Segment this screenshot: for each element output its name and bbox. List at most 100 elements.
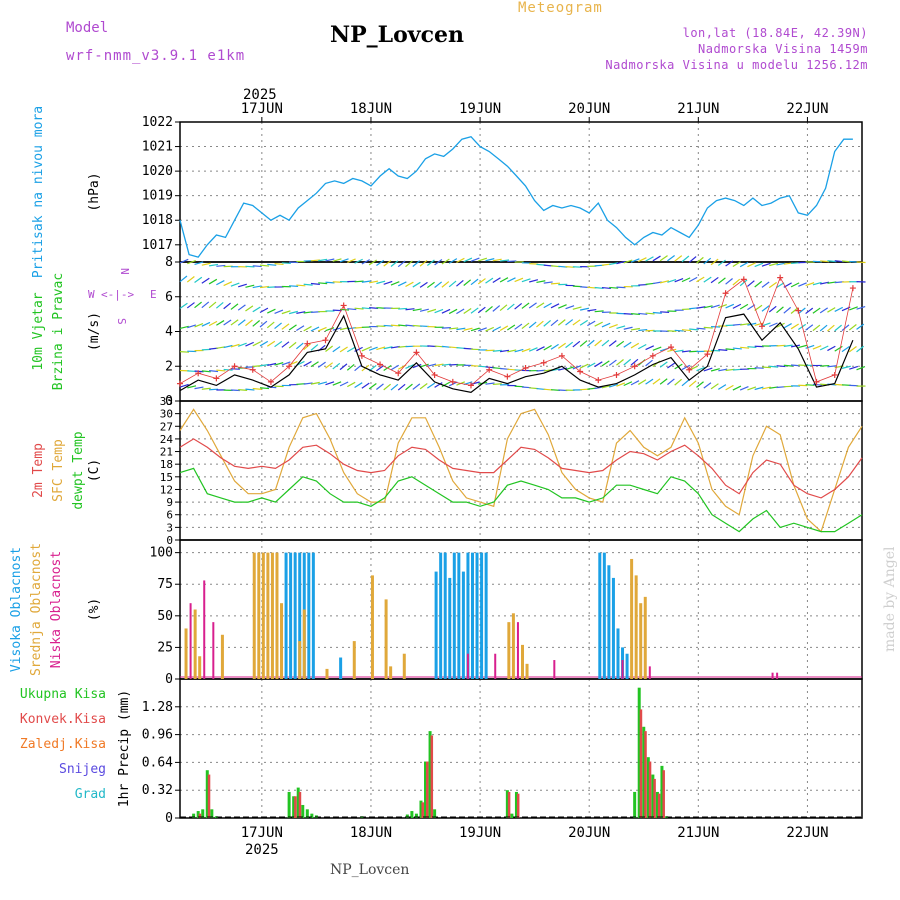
wind-barb: [317, 361, 326, 368]
wind-barb: [761, 366, 771, 369]
wind-barb: [237, 342, 247, 347]
wind-barb: [783, 364, 793, 367]
y-tick-label: 0: [165, 672, 173, 687]
wind-barb: [507, 349, 517, 353]
wind-barb: [259, 307, 269, 313]
wind-barb: [681, 277, 691, 283]
wind-barb: [390, 364, 399, 371]
mid-cloud-bar: [261, 552, 265, 679]
wind-barb: [507, 277, 516, 283]
high-cloud-bar: [298, 552, 302, 679]
y-tick-label: 1022: [142, 115, 173, 130]
wind-barb: [390, 324, 400, 327]
high-cloud-bar: [311, 552, 315, 679]
wind-barb: [237, 319, 246, 326]
wind-barb: [660, 311, 670, 313]
wind-barb: [790, 344, 801, 348]
wind-barb: [223, 344, 233, 349]
wind-barb: [834, 324, 843, 332]
wind-barb: [674, 329, 684, 332]
wind-gust-marker: [649, 352, 656, 359]
mid-cloud-bar: [507, 622, 511, 679]
wind-barb: [179, 325, 189, 330]
convective-precip-bar: [294, 796, 297, 818]
high-cloud-bar: [470, 552, 474, 679]
wind-gust-marker: [377, 361, 384, 368]
wind-barb: [368, 346, 378, 351]
wind-barb: [209, 370, 219, 373]
convective-precip-bar: [426, 761, 429, 818]
wind-barb: [252, 387, 262, 390]
wind-barb: [419, 308, 429, 312]
total-precip-bar: [305, 809, 309, 818]
wind-barb: [267, 362, 277, 366]
wind-barb: [819, 307, 829, 314]
wind-barb: [718, 384, 727, 390]
wind-barb: [339, 346, 348, 353]
wind-barb: [303, 382, 313, 385]
wind-barb: [361, 280, 371, 283]
wind-barb: [841, 346, 850, 353]
wind-barb: [761, 305, 770, 312]
mid-cloud-bar: [198, 656, 202, 679]
wind-barb: [376, 365, 385, 372]
wind-barb: [674, 255, 683, 262]
high-cloud-bar: [443, 552, 447, 679]
high-cloud-bar: [611, 577, 615, 679]
y-tick-label: 0: [166, 534, 173, 547]
wind-barb: [507, 324, 516, 331]
wind-barb: [718, 304, 727, 309]
wind-barb: [259, 285, 270, 289]
wind-barb: [499, 325, 509, 332]
wind-barb: [448, 258, 458, 264]
wind-barb: [303, 283, 313, 286]
high-cloud-bar: [475, 552, 479, 679]
wind-barb: [638, 328, 648, 332]
wind-barb: [688, 380, 697, 388]
wind-barb: [667, 362, 676, 369]
wind-gust-marker: [231, 363, 238, 370]
wind-barb: [688, 276, 698, 283]
wind-barb: [332, 362, 341, 370]
wind-barb: [543, 320, 552, 327]
bottom-date-label: 21JUN: [677, 825, 719, 841]
mid-cloud-bar: [193, 609, 197, 679]
wind-barb: [267, 308, 276, 314]
wind-barb: [441, 281, 450, 288]
wind-barb: [841, 365, 851, 369]
y-tick-label: 8: [165, 255, 173, 270]
wind-barb: [797, 307, 806, 315]
wind-barb: [390, 260, 399, 267]
wind-barb: [820, 281, 830, 285]
wind-barb: [652, 311, 662, 314]
wind-gust-marker: [286, 363, 293, 370]
wind-barb: [463, 279, 472, 286]
wind-barb: [434, 308, 444, 314]
mid-cloud-bar: [389, 666, 393, 679]
wind-barb: [194, 301, 202, 309]
convective-precip-bar: [648, 761, 652, 818]
wind-barb: [303, 325, 312, 332]
wind-barb: [659, 255, 668, 262]
wind-barb: [725, 260, 734, 267]
wind-barb: [456, 279, 464, 287]
wind-barb: [681, 350, 691, 353]
wind-barb: [354, 382, 363, 388]
high-cloud-bar: [293, 552, 297, 679]
credit-label: made by Angel: [882, 546, 898, 653]
y-tick-label: 24: [160, 433, 174, 446]
wind-barb: [725, 348, 735, 351]
cloud-side-label: Visoka Oblacnost: [9, 547, 24, 672]
wind-barb: [761, 322, 771, 327]
wind-barb: [470, 327, 480, 332]
wind-barb: [194, 276, 203, 284]
wind-barb: [667, 279, 677, 283]
wind-gust-marker: [577, 368, 584, 375]
wind-barb: [506, 303, 515, 311]
wind-barb: [630, 342, 640, 349]
wind-barb: [769, 365, 779, 368]
total-precip-bar: [210, 809, 214, 818]
wind-barb: [266, 340, 276, 347]
wind-barb: [201, 387, 211, 390]
y-tick-label: 3: [166, 521, 173, 534]
